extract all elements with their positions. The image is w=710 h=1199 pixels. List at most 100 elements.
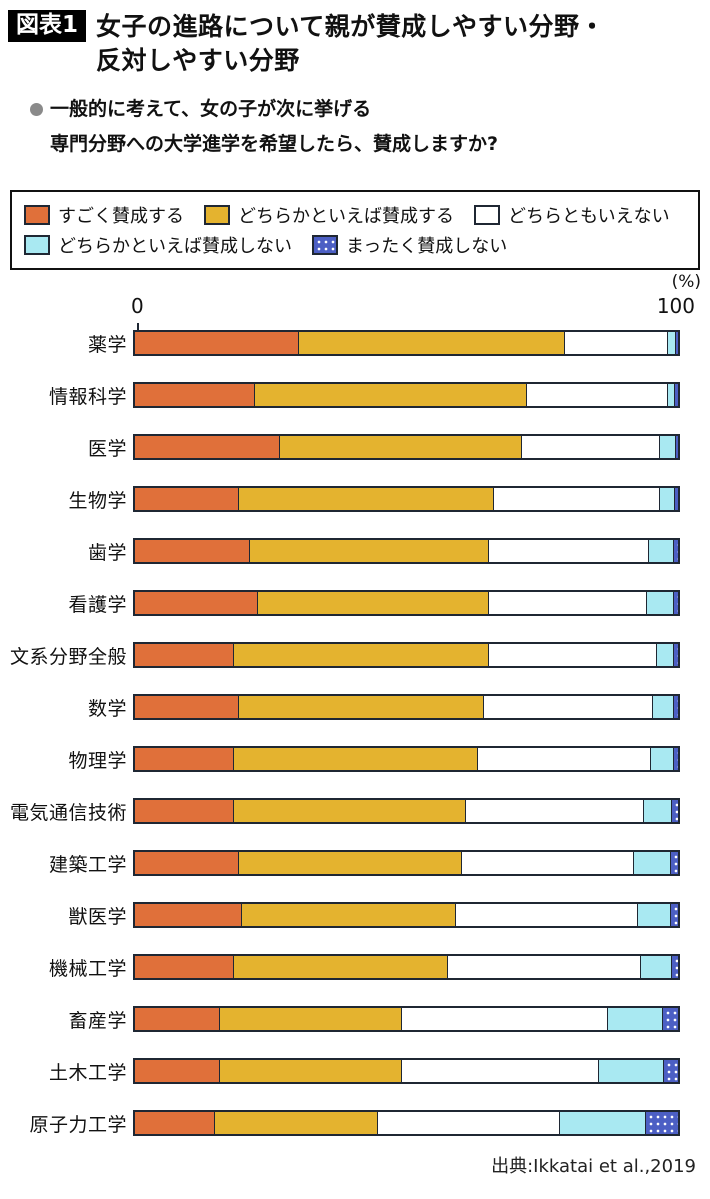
category-label: 原子力工学 (29, 1113, 127, 1136)
bar-row: 物理学 (0, 746, 710, 772)
bar-row: 文系分野全般 (0, 642, 710, 668)
legend-item-label: どちらともいえない (508, 206, 670, 227)
legend-row-1: すごく賛成する どちらかといえば賛成する どちらともいえない (24, 202, 686, 228)
segment-somewhat-disagree (639, 956, 672, 978)
segment-strongly-agree (135, 384, 255, 406)
bar-row: 歯学 (0, 538, 710, 564)
bar-row: 獣医学 (0, 902, 710, 928)
bar-row: 建築工学 (0, 850, 710, 876)
axis-unit-label: (%) (671, 272, 701, 292)
category-label: 生物学 (68, 489, 127, 512)
segment-neither (493, 488, 659, 510)
category-label: 数学 (87, 697, 127, 720)
bar-row: 情報科学 (0, 382, 710, 408)
stacked-bar (133, 746, 680, 772)
page-title-line2: 反対しやすい分野 (96, 45, 300, 75)
segment-somewhat-agree (232, 956, 448, 978)
segment-neither (464, 800, 643, 822)
segment-strongly-disagree (662, 1060, 678, 1082)
legend-item: すごく賛成する (24, 202, 184, 228)
bar-row: 看護学 (0, 590, 710, 616)
stacked-bar (133, 902, 680, 928)
segment-strongly-agree (135, 436, 279, 458)
category-label: 看護学 (68, 593, 127, 616)
axis-max-label: 100 (656, 294, 695, 318)
segment-strongly-disagree (672, 644, 678, 666)
segment-strongly-agree (135, 540, 250, 562)
figure-title-row: 図表1 女子の進路について親が賛成しやすい分野・ 反対しやすい分野 (8, 10, 704, 77)
segment-strongly-agree (135, 956, 233, 978)
category-label: 獣医学 (68, 905, 127, 928)
segment-strongly-disagree (661, 1008, 678, 1030)
bar-row: 薬学 (0, 330, 710, 356)
segment-somewhat-disagree (667, 332, 676, 354)
legend-row-2: どちらかといえば賛成しない まったく賛成しない (24, 232, 686, 258)
segment-strongly-agree (135, 332, 298, 354)
segment-somewhat-agree (232, 800, 465, 822)
stacked-bar (133, 798, 680, 824)
category-label: 土木工学 (48, 1061, 127, 1084)
bar-row: 数学 (0, 694, 710, 720)
legend-swatch-strongly-disagree (312, 235, 338, 255)
segment-strongly-disagree (669, 904, 678, 926)
segment-somewhat-disagree (646, 592, 673, 614)
axis-min-label: 0 (131, 294, 144, 318)
segment-somewhat-disagree (632, 852, 670, 874)
legend-item-label: すごく賛成する (58, 206, 184, 227)
stacked-bar (133, 434, 680, 460)
bar-row: 機械工学 (0, 954, 710, 980)
segment-somewhat-agree (257, 592, 488, 614)
segment-neither (455, 904, 637, 926)
segment-strongly-disagree (673, 384, 678, 406)
segment-somewhat-disagree (649, 748, 673, 770)
segment-strongly-agree (135, 644, 233, 666)
segment-somewhat-disagree (656, 644, 673, 666)
legend-swatch-neither (474, 205, 500, 225)
segment-strongly-disagree (672, 748, 678, 770)
segment-strongly-agree (135, 1060, 220, 1082)
segment-somewhat-agree (297, 332, 564, 354)
segment-somewhat-agree (238, 488, 494, 510)
legend-item: どちらかといえば賛成する (204, 202, 454, 228)
axis-zero-tick (137, 323, 139, 330)
category-label: 歯学 (87, 541, 127, 564)
segment-strongly-disagree (669, 852, 678, 874)
stacked-bar (133, 850, 680, 876)
survey-question-line1: 一般的に考えて、女の子が次に挙げる (30, 92, 498, 127)
segment-somewhat-disagree (642, 800, 672, 822)
segment-somewhat-disagree (648, 540, 673, 562)
bullet-icon (30, 102, 43, 116)
survey-question-line2: 専門分野への大学進学を希望したら、賛成しますか? (50, 132, 499, 155)
page-title: 女子の進路について親が賛成しやすい分野・ 反対しやすい分野 (96, 10, 605, 77)
segment-somewhat-disagree (636, 904, 670, 926)
bar-row: 畜産学 (0, 1006, 710, 1032)
segment-strongly-agree (135, 800, 233, 822)
stacked-bar (133, 1006, 680, 1032)
segment-somewhat-agree (213, 1112, 377, 1134)
segment-strongly-agree (135, 696, 239, 718)
stacked-bar (133, 382, 680, 408)
segment-somewhat-disagree (658, 488, 674, 510)
legend-swatch-somewhat-disagree (24, 235, 50, 255)
chart-legend: すごく賛成する どちらかといえば賛成する どちらともいえない どちらかといえば賛成し… (10, 190, 700, 270)
segment-neither (477, 748, 650, 770)
segment-somewhat-agree (232, 644, 488, 666)
stacked-bar (133, 1110, 680, 1136)
segment-neither (376, 1112, 559, 1134)
legend-item: どちらかといえば賛成しない (24, 232, 292, 258)
bar-row: 医学 (0, 434, 710, 460)
bar-row: 原子力工学 (0, 1110, 710, 1136)
category-label: 機械工学 (48, 957, 127, 980)
segment-neither (487, 644, 657, 666)
legend-swatch-somewhat-agree (204, 205, 230, 225)
segment-strongly-disagree (675, 436, 678, 458)
bar-row: 生物学 (0, 486, 710, 512)
stacked-bar (133, 538, 680, 564)
segment-somewhat-agree (238, 852, 461, 874)
segment-somewhat-disagree (558, 1112, 646, 1134)
segment-strongly-disagree (672, 540, 678, 562)
category-label: 薬学 (87, 333, 127, 356)
legend-swatch-strongly-agree (24, 205, 50, 225)
segment-strongly-disagree (673, 488, 678, 510)
